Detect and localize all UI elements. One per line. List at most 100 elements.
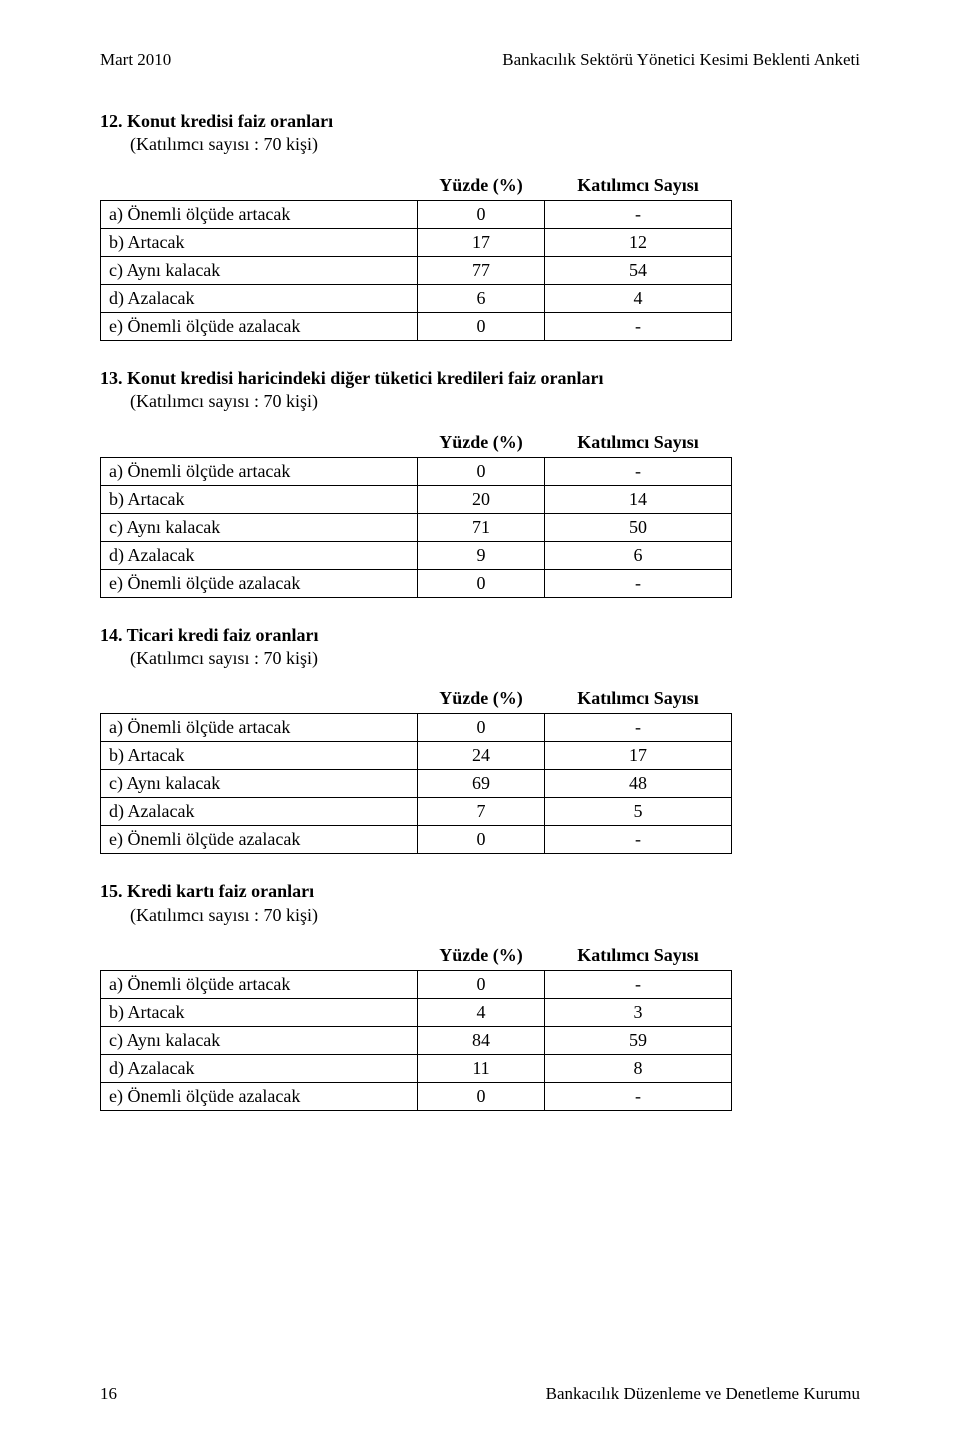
title-text: 15. Kredi kartı faiz oranları xyxy=(100,881,314,901)
row-label: c) Aynı kalacak xyxy=(101,770,418,798)
page-footer: 16 Bankacılık Düzenleme ve Denetleme Kur… xyxy=(100,1384,860,1404)
row-v1: 0 xyxy=(418,200,545,228)
row-label: b) Artacak xyxy=(101,742,418,770)
row-v2: - xyxy=(545,312,732,340)
section-title-12: 12. Konut kredisi faiz oranları (Katılım… xyxy=(100,110,860,157)
col-count: Katılımcı Sayısı xyxy=(545,684,732,714)
row-v1: 84 xyxy=(418,1027,545,1055)
table-row: b) Artacak2014 xyxy=(101,485,732,513)
table-row: d) Azalacak96 xyxy=(101,541,732,569)
row-v1: 0 xyxy=(418,312,545,340)
row-label: d) Azalacak xyxy=(101,541,418,569)
row-v1: 0 xyxy=(418,569,545,597)
table-15: Yüzde (%) Katılımcı Sayısı a) Önemli ölç… xyxy=(100,941,732,1111)
table-row: b) Artacak43 xyxy=(101,999,732,1027)
row-v2: 8 xyxy=(545,1055,732,1083)
row-label: e) Önemli ölçüde azalacak xyxy=(101,312,418,340)
table-row: d) Azalacak64 xyxy=(101,284,732,312)
table-row: d) Azalacak118 xyxy=(101,1055,732,1083)
row-v1: 77 xyxy=(418,256,545,284)
row-label: b) Artacak xyxy=(101,228,418,256)
row-label: d) Azalacak xyxy=(101,1055,418,1083)
row-v2: 5 xyxy=(545,798,732,826)
row-v1: 24 xyxy=(418,742,545,770)
table-row: c) Aynı kalacak7754 xyxy=(101,256,732,284)
table-row: b) Artacak1712 xyxy=(101,228,732,256)
row-v1: 4 xyxy=(418,999,545,1027)
col-count: Katılımcı Sayısı xyxy=(545,428,732,458)
col-count: Katılımcı Sayısı xyxy=(545,941,732,971)
header-left: Mart 2010 xyxy=(100,50,171,70)
col-percent: Yüzde (%) xyxy=(418,428,545,458)
row-v2: 3 xyxy=(545,999,732,1027)
row-v2: 17 xyxy=(545,742,732,770)
table-12: Yüzde (%) Katılımcı Sayısı a) Önemli ölç… xyxy=(100,171,732,341)
row-v1: 0 xyxy=(418,457,545,485)
row-v2: 48 xyxy=(545,770,732,798)
subtitle-text: (Katılımcı sayısı : 70 kişi) xyxy=(100,904,860,927)
col-percent: Yüzde (%) xyxy=(418,684,545,714)
table-13: Yüzde (%) Katılımcı Sayısı a) Önemli ölç… xyxy=(100,428,732,598)
row-label: a) Önemli ölçüde artacak xyxy=(101,714,418,742)
row-v1: 11 xyxy=(418,1055,545,1083)
table-row: a) Önemli ölçüde artacak0- xyxy=(101,971,732,999)
table-header-row: Yüzde (%) Katılımcı Sayısı xyxy=(101,428,732,458)
title-text: 13. Konut kredisi haricindeki diğer tüke… xyxy=(100,368,604,388)
row-v1: 69 xyxy=(418,770,545,798)
row-v2: 4 xyxy=(545,284,732,312)
header-right: Bankacılık Sektörü Yönetici Kesimi Bekle… xyxy=(502,50,860,70)
row-v1: 0 xyxy=(418,826,545,854)
row-v1: 71 xyxy=(418,513,545,541)
subtitle-text: (Katılımcı sayısı : 70 kişi) xyxy=(100,133,860,156)
row-label: c) Aynı kalacak xyxy=(101,513,418,541)
row-v2: 50 xyxy=(545,513,732,541)
row-v1: 17 xyxy=(418,228,545,256)
table-row: a) Önemli ölçüde artacak0- xyxy=(101,457,732,485)
table-header-row: Yüzde (%) Katılımcı Sayısı xyxy=(101,684,732,714)
row-v1: 6 xyxy=(418,284,545,312)
row-label: c) Aynı kalacak xyxy=(101,256,418,284)
row-v2: - xyxy=(545,971,732,999)
row-v2: - xyxy=(545,200,732,228)
col-percent: Yüzde (%) xyxy=(418,941,545,971)
row-v2: - xyxy=(545,826,732,854)
title-text: 14. Ticari kredi faiz oranları xyxy=(100,625,319,645)
row-v2: - xyxy=(545,569,732,597)
document-page: Mart 2010 Bankacılık Sektörü Yönetici Ke… xyxy=(0,0,960,1442)
table-row: e) Önemli ölçüde azalacak0- xyxy=(101,569,732,597)
col-blank xyxy=(101,428,418,458)
table-row: a) Önemli ölçüde artacak0- xyxy=(101,200,732,228)
table-14: Yüzde (%) Katılımcı Sayısı a) Önemli ölç… xyxy=(100,684,732,854)
row-label: d) Azalacak xyxy=(101,798,418,826)
section-title-14: 14. Ticari kredi faiz oranları (Katılımc… xyxy=(100,624,860,671)
page-header: Mart 2010 Bankacılık Sektörü Yönetici Ke… xyxy=(100,50,860,70)
col-blank xyxy=(101,684,418,714)
row-v2: - xyxy=(545,1083,732,1111)
row-label: b) Artacak xyxy=(101,999,418,1027)
row-label: a) Önemli ölçüde artacak xyxy=(101,457,418,485)
row-v2: 54 xyxy=(545,256,732,284)
row-v2: - xyxy=(545,457,732,485)
footer-page-number: 16 xyxy=(100,1384,117,1404)
row-v1: 0 xyxy=(418,1083,545,1111)
row-label: d) Azalacak xyxy=(101,284,418,312)
col-blank xyxy=(101,171,418,201)
row-label: e) Önemli ölçüde azalacak xyxy=(101,826,418,854)
row-label: e) Önemli ölçüde azalacak xyxy=(101,1083,418,1111)
table-row: c) Aynı kalacak7150 xyxy=(101,513,732,541)
table-row: e) Önemli ölçüde azalacak0- xyxy=(101,1083,732,1111)
row-label: e) Önemli ölçüde azalacak xyxy=(101,569,418,597)
table-row: c) Aynı kalacak8459 xyxy=(101,1027,732,1055)
footer-right: Bankacılık Düzenleme ve Denetleme Kurumu xyxy=(546,1384,860,1404)
title-text: 12. Konut kredisi faiz oranları xyxy=(100,111,333,131)
table-row: a) Önemli ölçüde artacak0- xyxy=(101,714,732,742)
table-row: b) Artacak2417 xyxy=(101,742,732,770)
row-v2: 59 xyxy=(545,1027,732,1055)
row-v2: 14 xyxy=(545,485,732,513)
row-label: c) Aynı kalacak xyxy=(101,1027,418,1055)
row-v1: 20 xyxy=(418,485,545,513)
row-v1: 0 xyxy=(418,971,545,999)
section-title-15: 15. Kredi kartı faiz oranları (Katılımcı… xyxy=(100,880,860,927)
table-header-row: Yüzde (%) Katılımcı Sayısı xyxy=(101,171,732,201)
subtitle-text: (Katılımcı sayısı : 70 kişi) xyxy=(100,647,860,670)
